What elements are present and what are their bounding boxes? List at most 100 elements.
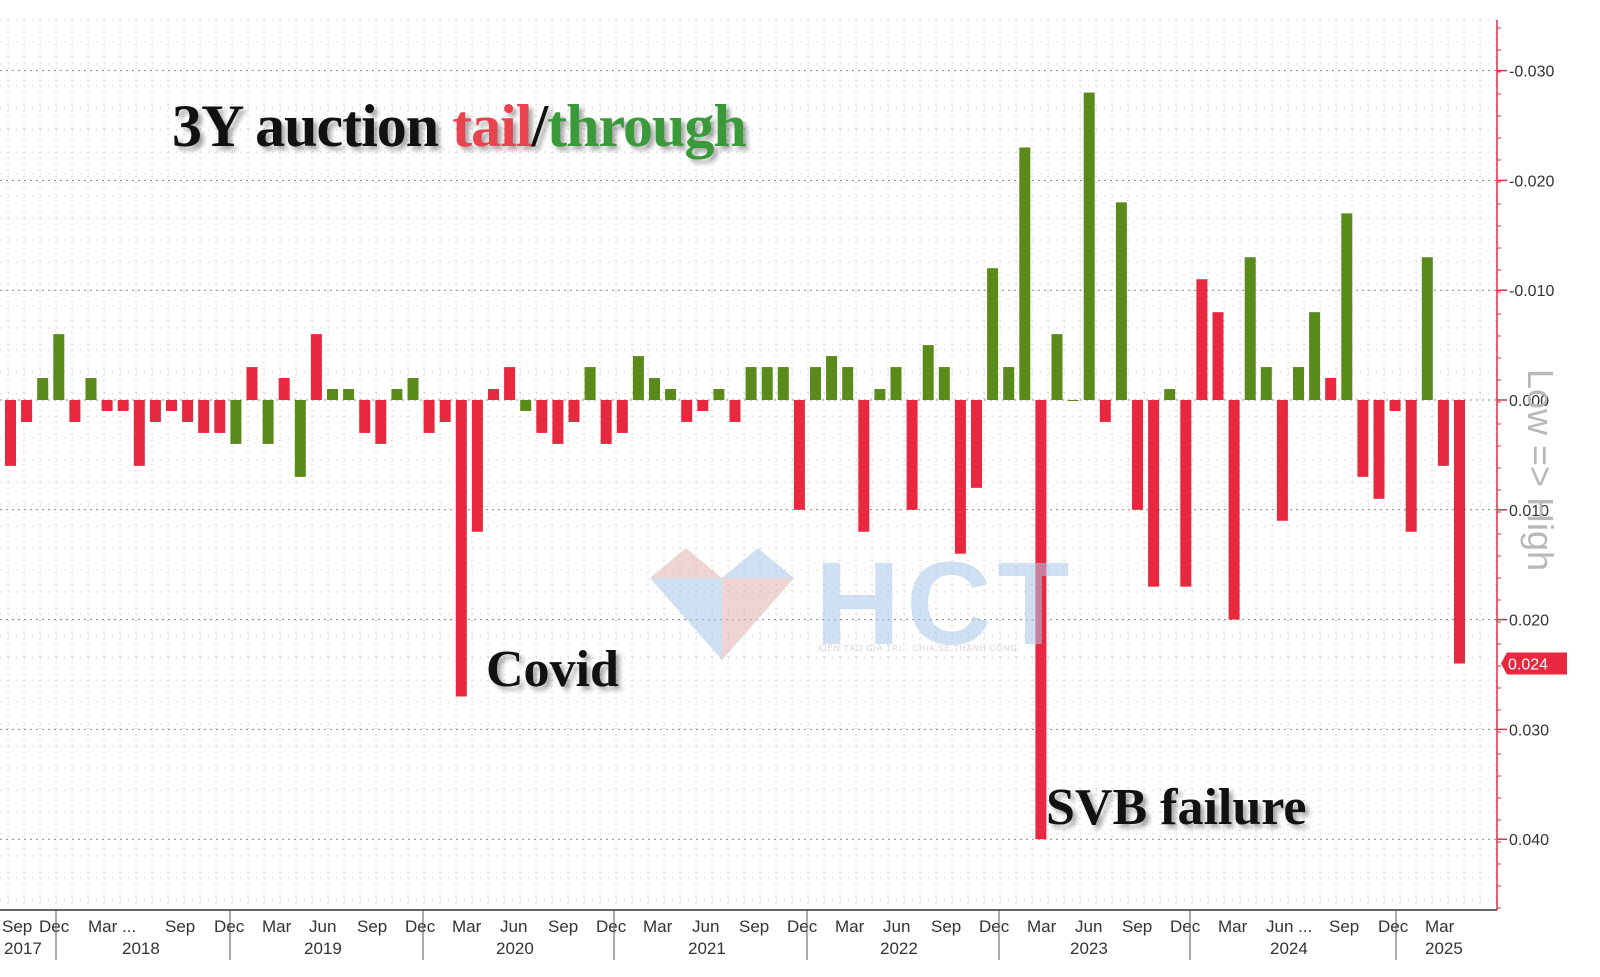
- y-tick-label: 0.010: [1509, 503, 1549, 520]
- x-month-label: Sep: [2, 917, 32, 936]
- chart-title: 3Y auction tail/through: [172, 92, 747, 161]
- bar: [1035, 400, 1047, 840]
- annotation-covid: Covid: [486, 641, 619, 698]
- bar: [1309, 312, 1321, 400]
- bar: [327, 389, 338, 400]
- bar: [1357, 400, 1369, 477]
- bar: [1132, 400, 1143, 510]
- bar: [858, 400, 870, 532]
- bar: [278, 378, 290, 400]
- bar: [971, 400, 982, 488]
- bar: [246, 367, 258, 400]
- x-month-label: Dec: [787, 917, 818, 936]
- bar: [1148, 400, 1160, 587]
- bar: [697, 400, 709, 411]
- x-year-label: 2017: [4, 939, 42, 958]
- bar: [632, 356, 644, 400]
- x-year-label: 2018: [122, 939, 160, 958]
- bar: [1051, 334, 1063, 400]
- bar: [584, 367, 596, 400]
- bar: [391, 389, 403, 400]
- x-year-label: 2025: [1425, 939, 1463, 958]
- bar: [1196, 279, 1208, 400]
- x-month-label: Dec: [405, 917, 436, 936]
- bar: [922, 345, 934, 400]
- bar: [166, 400, 177, 411]
- bar: [1421, 257, 1433, 400]
- x-month-label: Dec: [979, 917, 1010, 936]
- bar: [294, 400, 306, 477]
- title-through: through: [547, 93, 747, 159]
- bar: [681, 400, 693, 422]
- current-value-tag: [1501, 652, 1567, 675]
- x-month-label: Mar: [835, 917, 865, 936]
- bar: [488, 389, 499, 400]
- bar: [552, 400, 564, 444]
- x-month-label: Mar: [1425, 917, 1455, 936]
- bar: [616, 400, 628, 433]
- y-tick-label: -0.010: [1509, 283, 1554, 300]
- x-month-label: Dec: [39, 917, 70, 936]
- x-month-label: Sep: [1329, 917, 1359, 936]
- x-month-label: Jun: [1075, 917, 1102, 936]
- x-month-label: Mar: [1218, 917, 1248, 936]
- bar: [938, 367, 950, 400]
- bar: [906, 400, 918, 510]
- x-month-label: Jun ...: [1266, 917, 1312, 936]
- bar: [5, 400, 16, 466]
- title-tail: tail: [452, 93, 532, 159]
- bar: [810, 367, 821, 400]
- bar: [133, 400, 145, 466]
- bar: [21, 400, 33, 422]
- x-month-label: Jun: [309, 917, 336, 936]
- x-month-label: Sep: [931, 917, 961, 936]
- x-month-label: Mar: [643, 917, 673, 936]
- bar: [1325, 378, 1337, 400]
- x-year-label: 2019: [304, 939, 342, 958]
- y-tick-label: 0.030: [1509, 722, 1549, 739]
- x-month-label: Mar: [262, 917, 292, 936]
- bar: [53, 334, 65, 400]
- bar: [987, 268, 999, 400]
- bar: [343, 389, 355, 400]
- bar: [117, 400, 129, 411]
- bar: [407, 378, 419, 400]
- bar: [890, 367, 902, 400]
- bar: [1164, 389, 1176, 400]
- bar: [1244, 257, 1256, 400]
- bar: [182, 400, 194, 422]
- x-month-label: Dec: [1170, 917, 1201, 936]
- bar: [713, 389, 725, 400]
- x-year-label: 2020: [496, 939, 534, 958]
- x-month-label: Sep: [548, 917, 578, 936]
- bar: [69, 400, 81, 422]
- bar: [568, 400, 580, 422]
- bar: [37, 378, 49, 400]
- bar: [1228, 400, 1240, 620]
- bar: [262, 400, 274, 444]
- axes: -0.030 -0.020 -0.010 0.000 0.010 0.020 0.030 0.…: [0, 20, 1567, 960]
- bar: [1293, 367, 1304, 400]
- bar: [777, 367, 789, 400]
- bar: [600, 400, 612, 444]
- bar: [1389, 400, 1401, 411]
- bar: [874, 389, 886, 400]
- bar: [1454, 400, 1465, 664]
- bar: [1099, 400, 1111, 422]
- x-month-label: Dec: [596, 917, 627, 936]
- bar: [1003, 367, 1015, 400]
- bar: [761, 367, 773, 400]
- x-year-label: 2023: [1070, 939, 1108, 958]
- x-month-label: Mar: [1027, 917, 1057, 936]
- bar: [1341, 213, 1353, 400]
- y-tick-label: 0.040: [1509, 832, 1549, 849]
- bar: [85, 378, 97, 400]
- y-tick-label: -0.030: [1509, 64, 1554, 81]
- bar: [504, 367, 516, 400]
- watermark: HCT KIẾN TẠO GIÁ TRỊ - CHIA SẺ THÀNH CÔN…: [650, 538, 1070, 670]
- bar: [1067, 400, 1079, 401]
- x-month-label: Sep: [357, 917, 387, 936]
- bar: [439, 400, 451, 422]
- bar: [649, 378, 660, 400]
